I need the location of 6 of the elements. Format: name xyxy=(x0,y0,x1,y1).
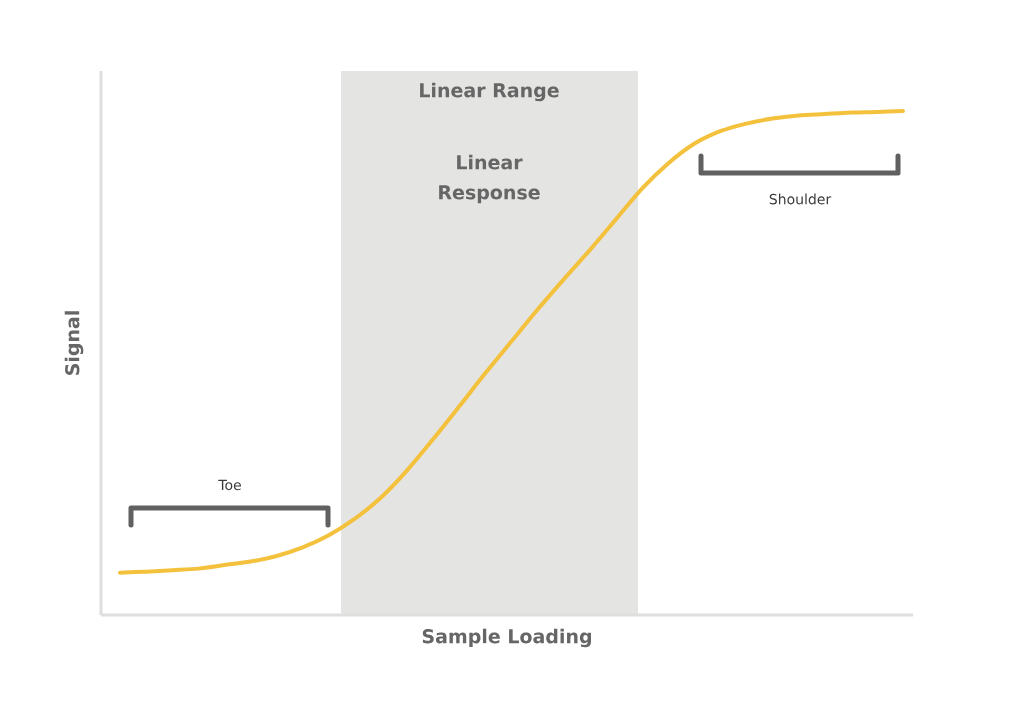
x-axis-title: Sample Loading xyxy=(422,628,591,648)
text: Linear Range xyxy=(420,82,559,102)
y-axis-title: Signal xyxy=(64,311,84,375)
annotation: Toe xyxy=(218,479,241,491)
annotation: Linear Response xyxy=(439,154,540,204)
annotation: Shoulder xyxy=(769,193,832,205)
